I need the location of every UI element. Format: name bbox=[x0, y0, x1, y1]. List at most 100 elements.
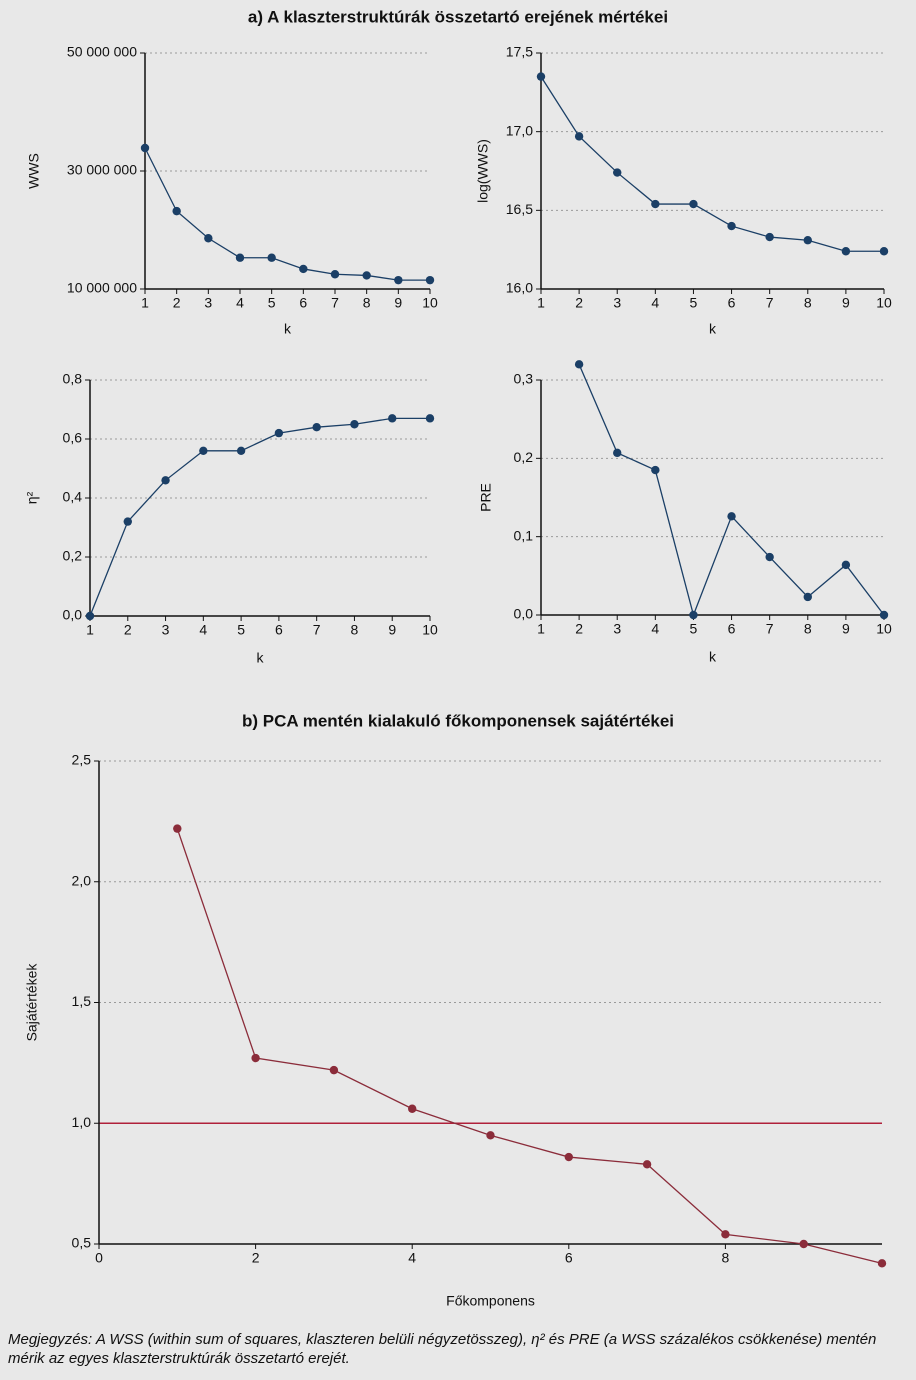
data-point bbox=[312, 423, 321, 432]
x-tick-label: 7 bbox=[313, 622, 321, 638]
x-tick-label: 8 bbox=[804, 621, 812, 637]
y-tick-label: 1,0 bbox=[72, 1114, 92, 1130]
x-tick-label: 4 bbox=[199, 622, 207, 638]
data-line bbox=[176, 828, 883, 1264]
data-point bbox=[613, 448, 622, 458]
y-tick-label: 16,0 bbox=[506, 280, 533, 296]
y-tick-label: 0,8 bbox=[63, 371, 83, 387]
note: Megjegyzés: A WSS (within sum of squares… bbox=[8, 1331, 877, 1367]
data-point bbox=[574, 132, 584, 141]
x-axis-label: k bbox=[709, 649, 717, 665]
x-tick-label: 4 bbox=[408, 1250, 416, 1266]
data-point bbox=[425, 414, 435, 423]
data-point bbox=[727, 512, 736, 521]
y-tick-label: 2,5 bbox=[72, 752, 92, 768]
y-axis-label: log(WWS) bbox=[475, 139, 491, 203]
x-tick-label: 10 bbox=[422, 622, 438, 638]
x-tick-label: 9 bbox=[388, 622, 396, 638]
y-axis-label: η² bbox=[24, 491, 40, 504]
y-tick-label: 0,0 bbox=[63, 607, 83, 623]
data-point bbox=[574, 360, 584, 369]
x-tick-label: 8 bbox=[804, 295, 812, 311]
data-point bbox=[803, 236, 812, 245]
x-tick-label: 6 bbox=[728, 295, 736, 311]
x-tick-label: 10 bbox=[876, 621, 892, 637]
data-point bbox=[236, 446, 246, 455]
x-axis-label: k bbox=[284, 321, 292, 337]
x-tick-label: 3 bbox=[162, 622, 170, 638]
y-tick-label: 0,3 bbox=[514, 371, 534, 387]
y-axis-label: WWS bbox=[26, 153, 42, 189]
x-tick-label: 3 bbox=[613, 621, 621, 637]
x-tick-label: 5 bbox=[268, 295, 276, 311]
x-tick-label: 2 bbox=[252, 1250, 260, 1266]
data-point bbox=[651, 199, 660, 209]
x-tick-label: 3 bbox=[613, 295, 621, 311]
y-tick-label: 17,5 bbox=[506, 44, 533, 60]
y-tick-label: 0,2 bbox=[63, 548, 83, 564]
x-tick-label: 5 bbox=[690, 621, 698, 637]
x-tick-label: 7 bbox=[331, 295, 339, 311]
y-axis-label: Sajátértékek bbox=[24, 963, 40, 1042]
data-line bbox=[540, 76, 884, 252]
data-line bbox=[144, 147, 430, 281]
section-title: a) A klaszterstruktúrák összetartó erejé… bbox=[248, 7, 668, 26]
data-point bbox=[689, 199, 698, 209]
data-point bbox=[299, 264, 308, 274]
y-tick-label: 0,5 bbox=[72, 1235, 92, 1251]
data-point bbox=[362, 271, 371, 280]
x-tick-label: 5 bbox=[690, 295, 698, 311]
y-tick-label: 10 000 000 bbox=[67, 280, 137, 296]
data-point bbox=[85, 611, 95, 621]
x-tick-label: 2 bbox=[173, 295, 181, 311]
y-tick-label: 1,5 bbox=[72, 993, 92, 1009]
data-point bbox=[879, 610, 889, 620]
x-tick-label: 1 bbox=[141, 295, 149, 311]
data-point bbox=[274, 428, 284, 438]
x-tick-label: 5 bbox=[237, 622, 245, 638]
y-axis-label: PRE bbox=[478, 483, 494, 512]
x-tick-label: 1 bbox=[537, 621, 545, 637]
data-point bbox=[199, 446, 208, 455]
data-point bbox=[161, 476, 170, 485]
data-point bbox=[689, 610, 698, 620]
x-tick-label: 9 bbox=[842, 621, 850, 637]
x-axis-label: Főkomponens bbox=[446, 1293, 535, 1309]
data-point bbox=[425, 275, 435, 285]
data-point bbox=[721, 1230, 730, 1239]
data-point bbox=[642, 1160, 652, 1169]
x-tick-label: 7 bbox=[766, 621, 774, 637]
data-point bbox=[235, 253, 245, 262]
y-tick-label: 0,4 bbox=[63, 489, 83, 505]
data-point bbox=[394, 275, 403, 285]
x-tick-label: 6 bbox=[728, 621, 736, 637]
data-point bbox=[123, 517, 132, 526]
x-axis-label: k bbox=[257, 650, 265, 666]
data-point bbox=[536, 72, 546, 81]
x-tick-label: 2 bbox=[575, 295, 583, 311]
data-line bbox=[89, 417, 430, 617]
y-tick-label: 16,5 bbox=[506, 201, 533, 217]
data-point bbox=[350, 420, 359, 429]
x-tick-label: 1 bbox=[537, 295, 545, 311]
data-point bbox=[564, 1152, 573, 1162]
x-axis-label: k bbox=[709, 321, 717, 337]
x-tick-label: 1 bbox=[86, 622, 94, 638]
data-line bbox=[578, 364, 885, 618]
x-tick-label: 3 bbox=[204, 295, 212, 311]
x-tick-label: 6 bbox=[565, 1250, 573, 1266]
data-point bbox=[408, 1104, 417, 1113]
y-tick-label: 50 000 000 bbox=[67, 44, 137, 60]
x-tick-label: 6 bbox=[275, 622, 283, 638]
x-tick-label: 4 bbox=[651, 295, 659, 311]
data-point bbox=[267, 253, 276, 262]
data-point bbox=[486, 1131, 495, 1140]
x-tick-label: 4 bbox=[651, 621, 659, 637]
y-tick-label: 0,0 bbox=[514, 606, 534, 622]
data-point bbox=[330, 270, 340, 279]
section-title: b) PCA mentén kialakuló főkomponensek sa… bbox=[242, 711, 674, 730]
x-tick-label: 8 bbox=[351, 622, 359, 638]
x-tick-label: 2 bbox=[124, 622, 132, 638]
